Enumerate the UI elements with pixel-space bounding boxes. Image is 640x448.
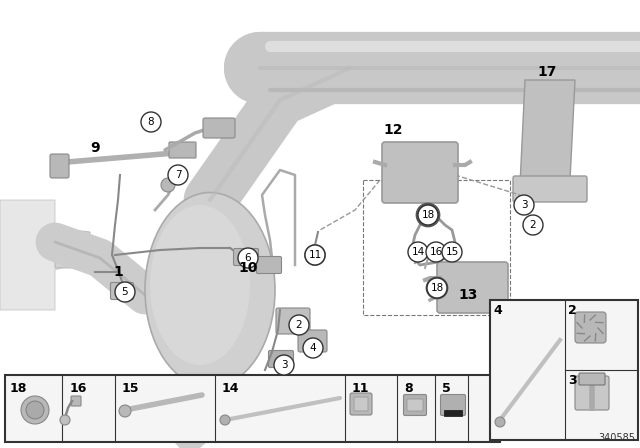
Text: 3: 3 (568, 374, 577, 387)
Circle shape (417, 204, 439, 226)
FancyBboxPatch shape (579, 373, 605, 385)
Text: 18: 18 (430, 283, 444, 293)
FancyBboxPatch shape (203, 118, 235, 138)
Circle shape (168, 165, 188, 185)
Text: 2: 2 (296, 320, 302, 330)
Circle shape (408, 242, 428, 262)
Text: 10: 10 (238, 261, 258, 275)
Circle shape (303, 338, 323, 358)
Text: 340585: 340585 (598, 433, 635, 443)
FancyBboxPatch shape (350, 393, 372, 415)
Text: 8: 8 (404, 382, 413, 395)
FancyBboxPatch shape (50, 154, 69, 178)
Circle shape (21, 396, 49, 424)
Text: 5: 5 (442, 382, 451, 395)
Text: 11: 11 (352, 382, 369, 395)
FancyBboxPatch shape (298, 330, 327, 352)
FancyBboxPatch shape (5, 375, 500, 442)
Circle shape (161, 178, 175, 192)
Circle shape (427, 278, 447, 298)
Ellipse shape (145, 193, 275, 388)
Text: 16: 16 (429, 247, 443, 257)
Circle shape (426, 242, 446, 262)
FancyBboxPatch shape (111, 283, 134, 300)
Circle shape (26, 401, 44, 419)
Text: 2: 2 (530, 220, 536, 230)
Ellipse shape (150, 205, 250, 365)
Text: 15: 15 (445, 247, 459, 257)
Text: 3: 3 (521, 200, 527, 210)
Text: 7: 7 (175, 170, 181, 180)
FancyBboxPatch shape (169, 142, 196, 158)
FancyBboxPatch shape (444, 410, 462, 416)
FancyBboxPatch shape (403, 395, 426, 415)
Circle shape (220, 415, 230, 425)
Circle shape (305, 245, 325, 265)
Circle shape (427, 278, 447, 298)
Polygon shape (520, 80, 575, 185)
Circle shape (495, 417, 505, 427)
Polygon shape (0, 200, 70, 310)
Polygon shape (55, 255, 100, 268)
FancyBboxPatch shape (71, 396, 81, 406)
Circle shape (524, 216, 542, 234)
Text: 5: 5 (122, 287, 128, 297)
Text: 18: 18 (421, 210, 435, 220)
Text: 14: 14 (412, 247, 424, 257)
Circle shape (418, 205, 438, 225)
FancyBboxPatch shape (490, 300, 638, 440)
FancyBboxPatch shape (440, 395, 465, 415)
Text: 14: 14 (222, 382, 239, 395)
Circle shape (514, 195, 534, 215)
Text: 16: 16 (70, 382, 88, 395)
Text: 9: 9 (90, 141, 100, 155)
Circle shape (141, 112, 161, 132)
FancyBboxPatch shape (354, 397, 368, 411)
Text: 4: 4 (310, 343, 316, 353)
FancyBboxPatch shape (276, 308, 310, 334)
FancyBboxPatch shape (575, 312, 606, 343)
Text: 11: 11 (308, 250, 322, 260)
Text: 4: 4 (493, 304, 502, 317)
Circle shape (515, 196, 533, 214)
Text: 6: 6 (244, 253, 252, 263)
FancyBboxPatch shape (234, 249, 259, 266)
FancyBboxPatch shape (513, 176, 587, 202)
Circle shape (289, 315, 309, 335)
FancyBboxPatch shape (437, 262, 508, 313)
Text: 17: 17 (538, 65, 557, 79)
Circle shape (523, 215, 543, 235)
Text: 3: 3 (281, 360, 287, 370)
Text: 12: 12 (383, 123, 403, 137)
Text: 15: 15 (122, 382, 140, 395)
Circle shape (60, 415, 70, 425)
Circle shape (305, 245, 325, 265)
FancyBboxPatch shape (269, 350, 294, 367)
Polygon shape (55, 228, 90, 242)
Circle shape (115, 282, 135, 302)
Circle shape (274, 355, 294, 375)
Text: 8: 8 (148, 117, 154, 127)
Text: 1: 1 (113, 265, 123, 279)
Circle shape (119, 405, 131, 417)
Text: 13: 13 (458, 288, 477, 302)
FancyBboxPatch shape (407, 399, 423, 411)
FancyBboxPatch shape (382, 142, 458, 203)
Circle shape (442, 242, 462, 262)
Circle shape (238, 248, 258, 268)
Text: 18: 18 (10, 382, 28, 395)
FancyBboxPatch shape (257, 257, 282, 273)
Text: 2: 2 (568, 304, 577, 317)
FancyBboxPatch shape (575, 376, 609, 410)
